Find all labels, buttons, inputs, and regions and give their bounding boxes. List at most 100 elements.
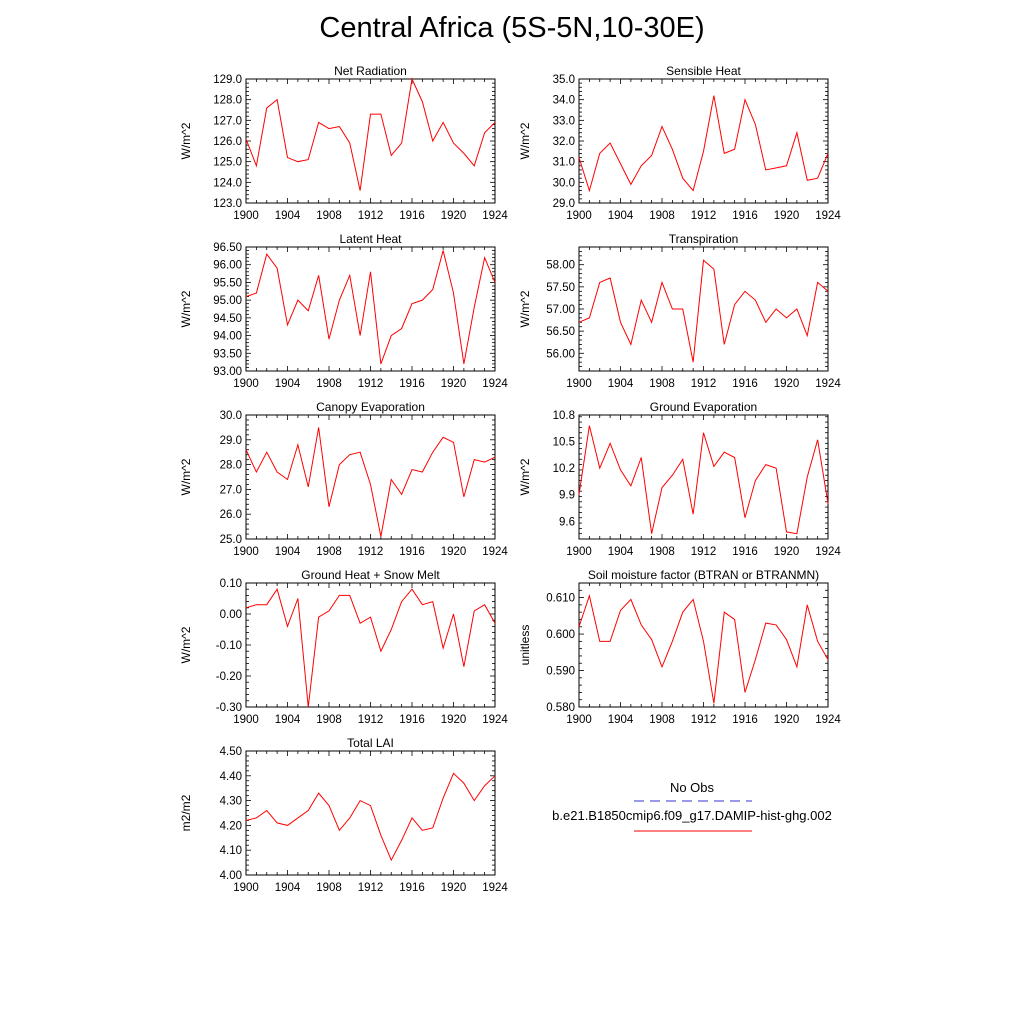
plot-frame [578, 246, 829, 372]
x-tick-label: 1908 [649, 210, 675, 222]
plot-frame [578, 582, 829, 708]
x-tick-label: 1924 [815, 546, 841, 558]
series-line [578, 425, 829, 535]
x-tick-label: 1900 [566, 714, 592, 726]
x-tick-label: 1916 [732, 210, 758, 222]
x-tick-label: 1924 [815, 210, 841, 222]
y-tick-label: 0.580 [546, 702, 575, 714]
plot-frame [245, 582, 496, 708]
chart-title: Total LAI [347, 736, 394, 750]
x-tick-label: 1916 [399, 882, 425, 894]
y-tick-label: 127.0 [213, 115, 242, 127]
x-tick-label: 1920 [441, 378, 467, 390]
series-line [245, 250, 496, 365]
y-tick-label: 29.0 [553, 198, 575, 210]
y-tick-label: 34.0 [553, 95, 575, 107]
x-tick-label: 1912 [358, 378, 384, 390]
x-tick-label: 1920 [774, 378, 800, 390]
x-tick-label: 1904 [608, 714, 634, 726]
y-tick-label: 58.00 [546, 260, 575, 272]
y-tick-label: 0.590 [546, 666, 575, 678]
chart-transpiration: Transpiration 1900 1904 1908 1912 1916 1920 192… [518, 232, 841, 390]
y-axis-label: m2/m2 [179, 794, 193, 831]
x-tick-label: 1920 [441, 546, 467, 558]
y-tick-label: 4.20 [220, 820, 242, 832]
series-line [578, 259, 829, 363]
x-tick-label: 1900 [233, 714, 259, 726]
x-tick-label: 1924 [815, 378, 841, 390]
y-tick-label: 94.00 [213, 331, 242, 343]
y-tick-label: 56.50 [546, 326, 575, 338]
y-tick-label: 56.00 [546, 348, 575, 360]
x-tick-label: 1920 [774, 210, 800, 222]
y-tick-label: 10.8 [553, 410, 575, 422]
x-tick-label: 1916 [732, 714, 758, 726]
plot-frame [245, 246, 496, 372]
plot-frame [245, 78, 496, 204]
x-tick-label: 1924 [482, 546, 508, 558]
x-tick-label: 1904 [608, 378, 634, 390]
y-tick-label: 93.00 [213, 366, 242, 378]
x-tick-label: 1924 [482, 882, 508, 894]
x-tick-label: 1912 [358, 714, 384, 726]
x-tick-label: 1912 [358, 882, 384, 894]
x-tick-label: 1912 [691, 378, 717, 390]
y-tick-label: 94.50 [213, 313, 242, 325]
chart-sensible-heat: Sensible Heat 1900 1904 1908 1912 1916 1920 192… [518, 64, 841, 222]
y-tick-label: 4.40 [220, 771, 242, 783]
chart-title: Soil moisture factor (BTRAN or BTRANMN) [588, 568, 819, 582]
chart-title: Sensible Heat [666, 64, 741, 78]
y-tick-label: 96.00 [213, 260, 242, 272]
x-tick-label: 1916 [399, 378, 425, 390]
x-tick-label: 1920 [441, 210, 467, 222]
x-tick-label: 1908 [649, 378, 675, 390]
y-tick-label: 95.50 [213, 277, 242, 289]
y-tick-label: 57.00 [546, 304, 575, 316]
y-tick-label: 123.0 [213, 198, 242, 210]
x-tick-label: 1908 [316, 378, 342, 390]
y-tick-label: 30.0 [553, 177, 575, 189]
plot-frame [578, 78, 829, 204]
x-tick-label: 1908 [316, 210, 342, 222]
y-axis-label: W/m^2 [518, 458, 532, 495]
chart-net-radiation: Net Radiation 1900 1904 1908 1912 1916 1920 192… [179, 64, 508, 222]
x-tick-label: 1908 [316, 714, 342, 726]
x-tick-label: 1920 [774, 714, 800, 726]
y-tick-label: 0.00 [220, 609, 242, 621]
y-tick-label: 31.0 [553, 157, 575, 169]
series-line [245, 77, 496, 191]
y-axis-label: unitless [518, 625, 532, 666]
chart-title: Ground Evaporation [650, 400, 757, 414]
x-tick-label: 1900 [233, 210, 259, 222]
y-tick-label: 30.0 [220, 410, 242, 422]
y-tick-label: 28.0 [220, 460, 242, 472]
x-tick-label: 1904 [608, 210, 634, 222]
y-tick-label: 9.9 [559, 490, 575, 502]
x-tick-label: 1912 [358, 210, 384, 222]
x-tick-label: 1912 [691, 546, 717, 558]
x-tick-label: 1900 [233, 378, 259, 390]
legend-case-label: b.e21.B1850cmip6.f09_g17.DAMIP-hist-ghg.… [552, 808, 832, 823]
y-tick-label: 4.50 [220, 746, 242, 758]
y-tick-label: 95.00 [213, 295, 242, 307]
chart-title: Transpiration [669, 232, 739, 246]
y-axis-label: W/m^2 [179, 626, 193, 663]
chart-title: Net Radiation [334, 64, 407, 78]
y-tick-label: -0.20 [216, 671, 242, 683]
y-tick-label: 124.0 [213, 177, 242, 189]
x-tick-label: 1912 [358, 546, 384, 558]
y-tick-label: 26.0 [220, 509, 242, 521]
x-tick-label: 1908 [316, 546, 342, 558]
x-tick-label: 1908 [649, 546, 675, 558]
y-tick-label: 128.0 [213, 95, 242, 107]
y-axis-label: W/m^2 [518, 290, 532, 327]
x-tick-label: 1916 [732, 546, 758, 558]
chart-canopy-evaporation: Canopy Evaporation 1900 1904 1908 1912 1916 19… [179, 400, 508, 558]
x-tick-label: 1920 [441, 714, 467, 726]
x-tick-label: 1924 [482, 210, 508, 222]
series-line [578, 95, 829, 193]
y-axis-label: W/m^2 [518, 122, 532, 159]
y-tick-label: 0.600 [546, 629, 575, 641]
y-tick-label: -0.30 [216, 702, 242, 714]
chart-title: Ground Heat + Snow Melt [301, 568, 440, 582]
